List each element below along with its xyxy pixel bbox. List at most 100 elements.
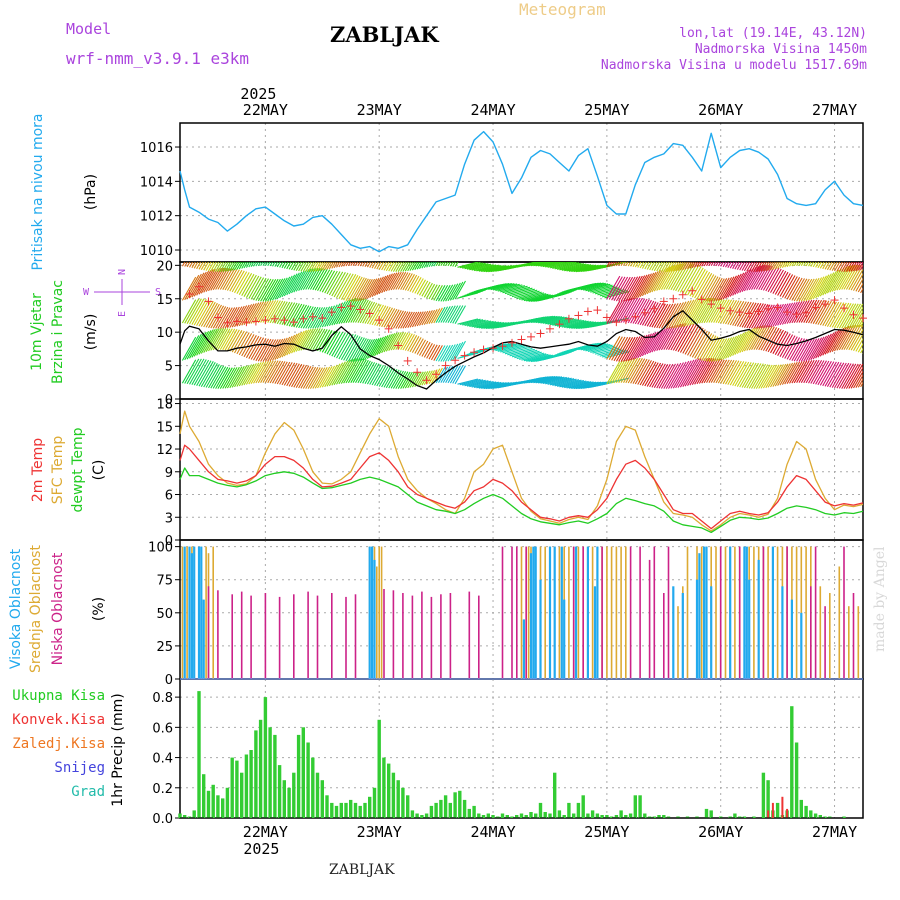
wind-barb <box>561 380 587 388</box>
wind-barb <box>862 325 863 327</box>
wind-barb <box>781 262 787 268</box>
wind-barb <box>219 367 233 389</box>
wind-barb <box>817 273 832 298</box>
wind-barb <box>608 262 613 267</box>
wind-barb <box>717 299 733 324</box>
wind-barb <box>288 363 303 387</box>
wind-barb <box>314 367 328 389</box>
wind-barb <box>590 285 615 293</box>
wind-barb <box>359 279 373 301</box>
wind-barb <box>383 368 396 388</box>
day-label-bottom: 26MAY <box>698 823 743 841</box>
wind-barb <box>682 298 700 327</box>
precip-total-bar <box>481 815 486 818</box>
precip-total-bar <box>240 772 244 818</box>
wind-barb <box>613 359 629 384</box>
wind-barb <box>545 262 567 268</box>
wind-barb <box>231 305 245 328</box>
wind-barb <box>421 310 431 326</box>
wind-barb <box>793 262 798 267</box>
wind-barb <box>210 267 225 291</box>
wind-barb <box>381 333 393 354</box>
wind-barb <box>815 334 830 359</box>
high-cloud-bar <box>202 599 205 679</box>
wind-barb <box>419 340 429 356</box>
high-cloud-bar <box>745 546 748 679</box>
wind-barb <box>660 363 676 389</box>
precip-total-bar <box>790 706 794 818</box>
wind-barb <box>627 358 643 384</box>
precip-total-bar <box>823 816 827 818</box>
wind-barb <box>253 262 257 267</box>
y-tick-label: 15 <box>156 293 173 308</box>
wind-barb <box>606 275 621 299</box>
wind-barb <box>601 290 628 298</box>
year-label-top: 2025 <box>240 85 276 103</box>
wind-barb <box>762 327 778 351</box>
wind-barb <box>478 321 502 329</box>
wind-barb <box>324 331 338 354</box>
wind-barb <box>715 277 730 302</box>
wind-barb <box>193 299 210 326</box>
wind-barb <box>338 333 354 360</box>
precip-total-bar <box>187 816 192 818</box>
precip-total-bar <box>605 815 609 818</box>
precip-total-bar <box>733 813 737 818</box>
wind-barb <box>198 262 204 270</box>
wind-barb <box>378 366 391 387</box>
wind-barb <box>739 302 755 328</box>
wind-barb <box>324 270 338 294</box>
wind-barb <box>656 363 671 389</box>
wind-barb <box>224 367 238 389</box>
wind-barb <box>407 371 418 389</box>
wind-barb <box>483 265 507 273</box>
low-cloud-title: Niska Oblacnost <box>50 552 66 665</box>
compass-e: E <box>117 311 128 317</box>
wind-barb <box>815 360 830 385</box>
precip-total-bar <box>424 813 429 818</box>
wind-barb <box>611 336 626 361</box>
wind-barb <box>369 262 374 268</box>
wind-barb <box>205 268 220 292</box>
wind-barb <box>573 381 599 390</box>
mid-cloud-bar <box>527 546 530 679</box>
wind-barb <box>222 268 236 290</box>
precip-total-bar <box>619 810 623 818</box>
wind-barb <box>366 262 371 268</box>
wind-barb <box>694 262 699 268</box>
wind-barb <box>212 327 227 351</box>
wind-barb <box>279 262 284 268</box>
wind-barb <box>798 338 813 362</box>
wind-barb <box>438 262 442 267</box>
day-label-top: 23MAY <box>357 101 402 119</box>
wind-barb <box>796 338 810 362</box>
wind-barb <box>855 374 863 388</box>
wind-barb <box>601 350 628 358</box>
wind-barb <box>660 262 668 272</box>
wind-barb <box>670 323 687 351</box>
precip-total-bar <box>662 815 666 818</box>
wind-barb <box>701 262 705 267</box>
wind-barb <box>791 300 805 324</box>
wind-barb <box>777 262 783 269</box>
precip-total-bar <box>254 730 258 818</box>
wind-barb <box>279 302 293 325</box>
wind-barb <box>321 262 328 271</box>
wind-barb <box>717 359 733 384</box>
wind-barb <box>473 321 497 328</box>
wind-barb <box>824 361 840 387</box>
wind-barb <box>774 332 789 355</box>
precip-total-bar <box>282 780 286 818</box>
wind-barb <box>803 338 818 362</box>
wind-barb <box>834 262 841 272</box>
wind-barb <box>419 310 429 326</box>
wind-barb <box>250 277 265 300</box>
wind-barb <box>371 276 384 297</box>
wind-barb <box>452 365 464 384</box>
wind-barb <box>419 280 429 296</box>
wind-barb <box>442 305 454 323</box>
wind-barb <box>507 347 533 356</box>
wind-barb <box>658 262 666 272</box>
wind-barb <box>625 357 641 384</box>
